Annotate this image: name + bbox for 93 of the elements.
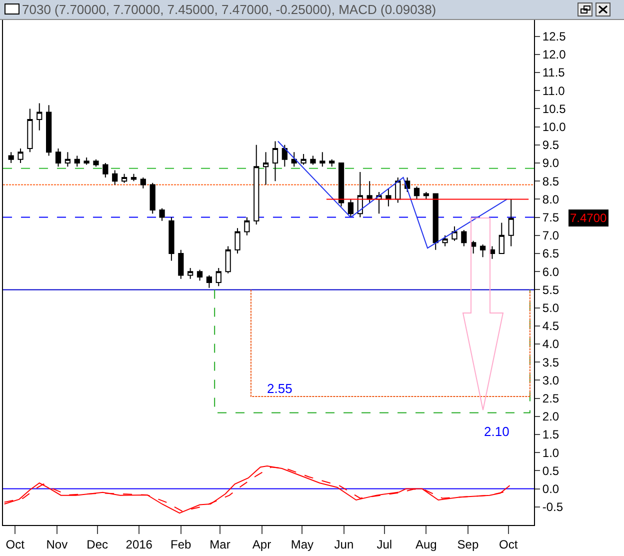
candlestick xyxy=(216,267,222,287)
y-tick-label: 5.5 xyxy=(542,282,560,297)
y-tick-label: 2.0 xyxy=(542,410,560,424)
y-tick-label: 3.5 xyxy=(542,355,560,370)
line-series xyxy=(277,140,508,249)
candlestick xyxy=(508,198,514,247)
candlestick xyxy=(291,152,297,168)
candlestick xyxy=(93,158,99,168)
chart-title: 7030 (7.70000, 7.70000, 7.45000, 7.47000, -0.25000), MACD (0.09038) xyxy=(22,2,436,17)
candlestick xyxy=(480,244,486,258)
y-tick-label: 11.5 xyxy=(542,66,566,80)
candlestick xyxy=(112,170,118,186)
x-tick-label: 2016 xyxy=(126,537,153,552)
y-tick-label: 6.5 xyxy=(542,246,560,261)
y-tick-label: 6.0 xyxy=(542,264,560,279)
y-tick-label: 5.0 xyxy=(542,301,560,315)
candlestick xyxy=(46,104,52,156)
y-tick-label: 12.5 xyxy=(542,29,566,44)
y-tick-label: -0.5 xyxy=(542,500,564,514)
x-tick-label: Aug xyxy=(416,537,437,552)
x-tick-label: Oct xyxy=(499,537,518,552)
candlestick xyxy=(8,152,14,164)
text: 7.4700 xyxy=(570,211,608,225)
y-tick-label: 10.5 xyxy=(542,102,566,116)
candlestick xyxy=(423,191,429,200)
y-tick-label: 8.5 xyxy=(542,174,560,188)
candlestick xyxy=(244,216,250,236)
annotation: 2.55 xyxy=(267,381,292,396)
y-tick-label: 1.5 xyxy=(542,428,560,442)
candlestick xyxy=(272,140,278,182)
candlestick xyxy=(168,216,174,262)
candlestick xyxy=(432,193,438,250)
candlestick xyxy=(140,176,146,189)
candlestick xyxy=(27,108,33,153)
y-tick-label: 2.5 xyxy=(542,392,560,406)
x-tick-label: Dec xyxy=(86,537,108,552)
x-tick-label: Oct xyxy=(6,537,26,552)
candlestick xyxy=(225,246,231,274)
y-tick-label: 12.0 xyxy=(542,48,566,62)
y-tick-label: 4.5 xyxy=(542,319,560,334)
y-tick-label: 7.0 xyxy=(542,228,560,243)
candlestick xyxy=(55,148,62,168)
y-tick-label: 7.5 xyxy=(542,210,560,224)
candlestick xyxy=(18,148,24,164)
candlestick xyxy=(234,228,240,254)
candlestick xyxy=(188,267,194,280)
x-tick-label: May xyxy=(290,537,314,552)
y-tick-label: 0.5 xyxy=(542,464,560,478)
candlestick xyxy=(300,153,306,166)
candlestick xyxy=(74,155,80,168)
x-tick-label: Nov xyxy=(46,537,68,552)
candlestick xyxy=(320,152,326,168)
candlestick xyxy=(329,158,335,168)
candlestick xyxy=(84,157,90,166)
candlestick xyxy=(461,229,467,247)
candlestick xyxy=(414,186,420,200)
candlestick xyxy=(121,173,128,184)
candlestick xyxy=(102,162,108,178)
x-tick-label: Jul xyxy=(376,537,392,552)
candlestick xyxy=(254,144,260,226)
candlestick xyxy=(357,172,363,218)
candlestick xyxy=(196,269,203,282)
y-tick-label: 9.5 xyxy=(542,138,560,152)
y-tick-label: 11.0 xyxy=(542,84,566,98)
candlestick xyxy=(130,173,137,182)
y-tick-label: 4.0 xyxy=(542,337,560,352)
candlestick xyxy=(159,208,165,222)
x-tick-label: Sep xyxy=(457,537,479,552)
candlestick xyxy=(348,198,354,218)
y-tick-label: 0.0 xyxy=(542,482,560,496)
candlestick xyxy=(282,144,288,168)
annotation: 2.10 xyxy=(484,424,510,439)
candlestick xyxy=(310,155,316,166)
y-tick-label: 1.0 xyxy=(542,446,560,460)
x-tick-label: Mar xyxy=(210,537,230,552)
candlestick xyxy=(206,274,212,288)
candlestick xyxy=(64,152,70,168)
candlestick xyxy=(338,162,344,207)
candlestick xyxy=(36,102,42,131)
x-tick-label: Feb xyxy=(170,537,192,552)
candlestick xyxy=(150,182,156,214)
candlestick xyxy=(498,222,504,254)
y-tick-label: 10.0 xyxy=(542,120,566,134)
x-tick-label: Jun xyxy=(334,537,354,552)
candlestick xyxy=(262,152,269,186)
candlestick xyxy=(452,226,458,242)
y-tick-label: 3.0 xyxy=(542,373,560,388)
y-tick-label: 9.0 xyxy=(542,156,560,170)
y-tick-label: 8.0 xyxy=(542,192,560,206)
x-tick-label: Apr xyxy=(252,537,272,552)
candlestick xyxy=(470,240,476,254)
candlestick xyxy=(178,249,184,280)
candlestick xyxy=(442,234,448,247)
